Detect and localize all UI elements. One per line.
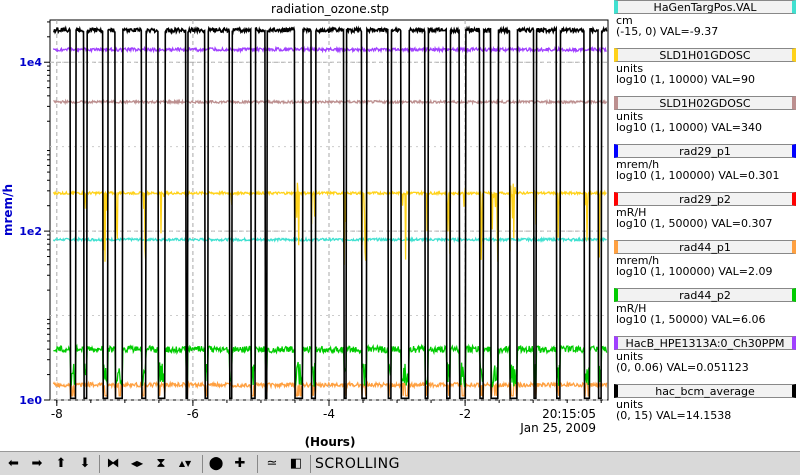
legend-entry-label[interactable]: SLD1H01GDOSC <box>614 48 796 62</box>
x-tick-label: -4 <box>323 407 335 421</box>
toolbar-separator <box>99 455 100 473</box>
legend-entry-label[interactable]: HacB_HPE1313A:0_Ch30PPM <box>614 336 796 350</box>
chart-config-button[interactable]: ≃ <box>262 454 282 473</box>
scroll-up-button[interactable]: ⬆ <box>51 454 71 473</box>
date-label: Jan 25, 2009 <box>519 421 596 435</box>
legend-entry-info: log10 (1, 50000) VAL=6.06 <box>616 313 766 326</box>
legend-entry-unit: mR/H <box>616 302 647 315</box>
series-line-rad44-p2 <box>53 343 608 388</box>
add-button[interactable]: ✚ <box>230 454 250 473</box>
legend-entry-unit: cm <box>616 14 633 27</box>
arrow-left-icon: ➡ <box>7 456 19 471</box>
arrow-up-icon: ⬆ <box>55 456 67 471</box>
series-line-hagentargpos-val <box>52 236 607 244</box>
scroll-left-button[interactable]: ➡ <box>3 454 23 473</box>
cursor-icon: ◧ <box>289 456 303 471</box>
x-axis-label: (Hours) <box>305 435 356 449</box>
series-line-sld1h02gdosc <box>53 98 608 106</box>
series-line-rad44-p1 <box>52 380 608 397</box>
legend-entry-label[interactable]: rad44_p2 <box>614 288 796 302</box>
auto-scale-button[interactable]: ⬤ <box>206 454 226 473</box>
legend-entry-info: (0, 0.06) VAL=0.051123 <box>616 361 749 374</box>
legend-entry-label[interactable]: rad29_p1 <box>614 144 796 158</box>
y-tick-label: 1e4 <box>19 56 42 69</box>
legend-entry-unit: units <box>616 398 644 411</box>
zoom-out-y-icon: ▲▼ <box>178 459 192 468</box>
zoom-in-x-button[interactable]: ⧓ <box>103 454 123 473</box>
y-tick-label: 1e2 <box>19 225 42 238</box>
x-tick-label: -6 <box>187 407 199 421</box>
legend: HaGenTargPos.VAL cm (-15, 0) VAL=-9.37 SLD1… <box>612 0 800 450</box>
legend-entry-label[interactable]: rad29_p2 <box>614 192 796 206</box>
zoom-in-y-icon: ⧗ <box>156 456 166 471</box>
arrow-down-icon: ⬇ <box>79 456 91 471</box>
legend-entry-unit: units <box>616 110 644 123</box>
zoom-out-y-button[interactable]: ▲▼ <box>175 454 195 473</box>
plus-icon: ✚ <box>234 456 246 471</box>
chart-title: radiation_ozone.stp <box>271 2 389 16</box>
circle-icon: ⬤ <box>208 456 224 471</box>
chart-icon: ≃ <box>266 456 278 471</box>
x-tick-label: -2 <box>459 407 471 421</box>
legend-entry-info: (0, 15) VAL=14.1538 <box>616 409 732 422</box>
legend-entry-info: log10 (1, 10000) VAL=90 <box>616 73 756 86</box>
legend-entry-unit: mR/H <box>616 206 647 219</box>
strip-chart[interactable]: radiation_ozone.stp mrem/h (Hours) 1e0 1e2 1e… <box>0 0 610 450</box>
zoom-out-x-button[interactable]: ◀▶ <box>127 454 147 473</box>
y-tick-label: 1e0 <box>19 394 42 407</box>
series-line-hac-bcm-average <box>52 25 608 400</box>
legend-entry-unit: units <box>616 350 644 363</box>
series-line-sld1h01gdosc <box>52 182 607 265</box>
time-label: 20:15:05 <box>542 407 596 421</box>
legend-entry-info: (-15, 0) VAL=-9.37 <box>616 25 719 38</box>
legend-entry-label[interactable]: SLD1H02GDOSC <box>614 96 796 110</box>
legend-entry-info: log10 (1, 10000) VAL=340 <box>616 121 763 134</box>
scroll-down-button[interactable]: ⬇ <box>75 454 95 473</box>
toolbar: SCROLLING ➡ ➡ ⬆ ⬇ ⧓ ◀▶ ⧗ ▲▼ ⬤ ✚ ≃ ◧ <box>0 451 800 475</box>
x-tick-label: -8 <box>51 407 63 421</box>
legend-entry-unit: units <box>616 62 644 75</box>
legend-entry-label[interactable]: HaGenTargPos.VAL <box>614 0 796 14</box>
toolbar-separator <box>257 455 258 473</box>
y-axis-label: mrem/h <box>1 184 15 236</box>
zoom-out-x-icon: ◀▶ <box>130 459 144 468</box>
toolbar-separator <box>202 455 203 473</box>
scroll-right-button[interactable]: ➡ <box>27 454 47 473</box>
legend-entry-info: log10 (1, 100000) VAL=2.09 <box>616 265 773 278</box>
chart-canvas[interactable]: radiation_ozone.stp mrem/h (Hours) 1e0 1e2 1e… <box>0 0 610 450</box>
scroll-mode-status: SCROLLING <box>315 456 400 472</box>
zoom-in-y-button[interactable]: ⧗ <box>151 454 171 473</box>
legend-entry-label[interactable]: hac_bcm_average <box>614 384 796 398</box>
cursor-button[interactable]: ◧ <box>286 454 306 473</box>
arrow-right-icon: ➡ <box>31 456 43 471</box>
legend-entry-unit: mrem/h <box>616 158 660 171</box>
legend-entry-unit: mrem/h <box>616 254 660 267</box>
series-line-hacb-hpe1313a-0-ch30ppm <box>52 45 607 54</box>
zoom-in-x-icon: ⧓ <box>106 456 120 471</box>
legend-entry-info: log10 (1, 100000) VAL=0.301 <box>616 169 780 182</box>
legend-entry-info: log10 (1, 50000) VAL=0.307 <box>616 217 773 230</box>
legend-entry-label[interactable]: rad44_p1 <box>614 240 796 254</box>
toolbar-separator <box>310 455 311 473</box>
